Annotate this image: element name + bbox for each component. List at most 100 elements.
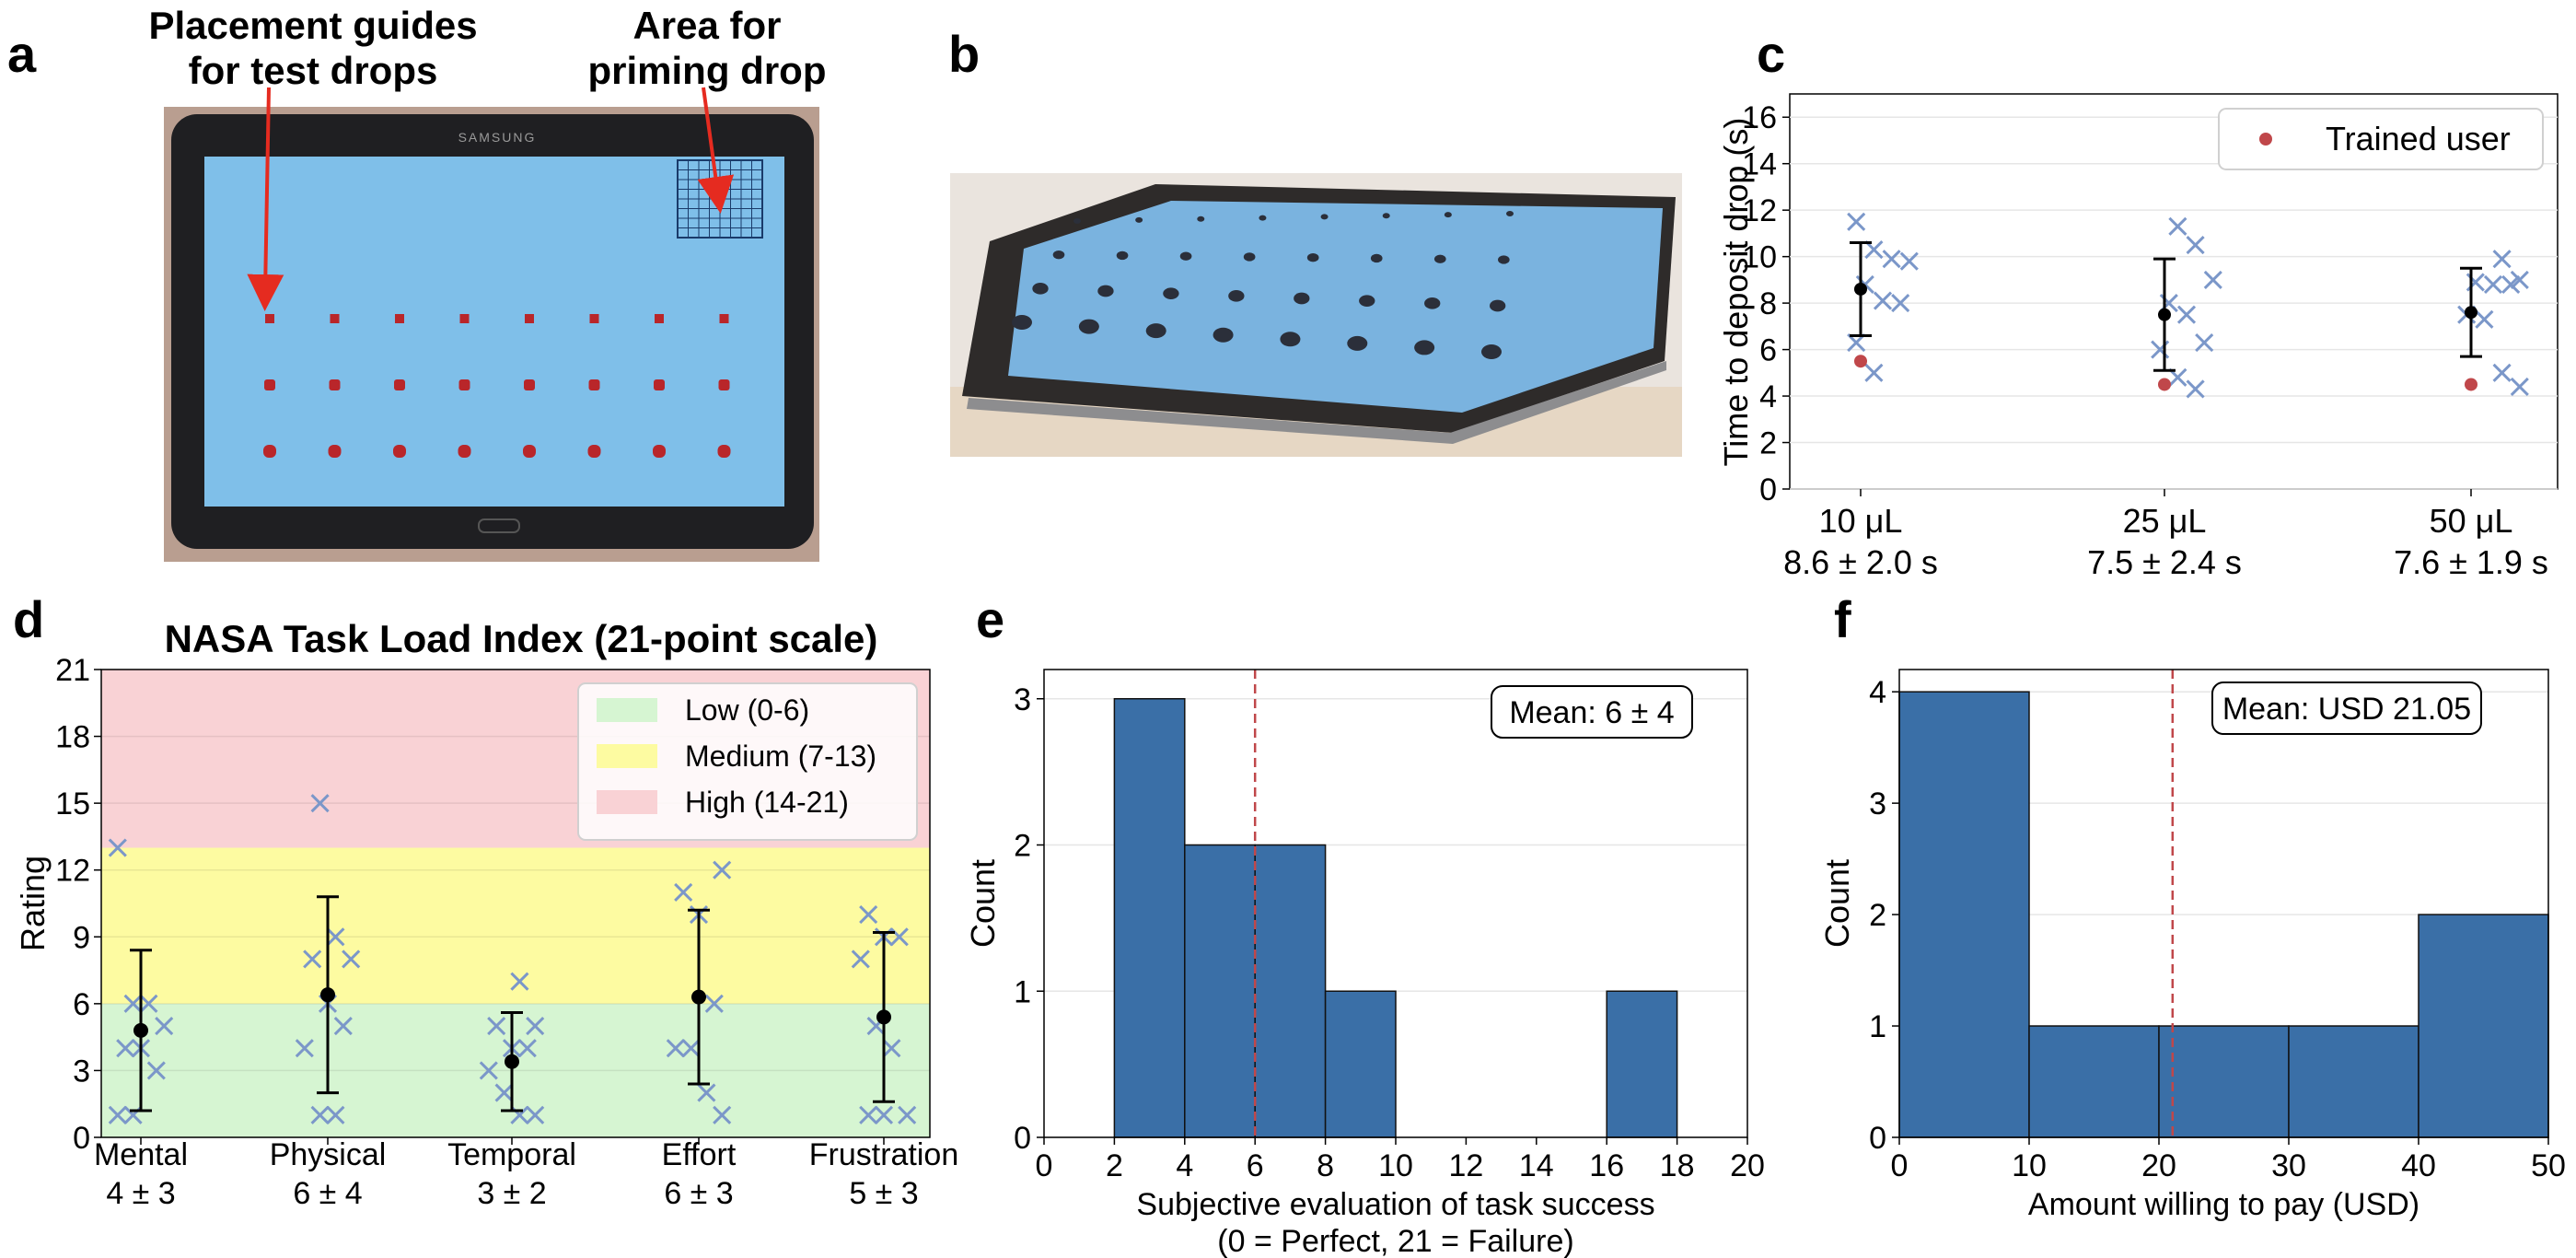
y-tick-label: 16: [1742, 100, 1777, 135]
drop-marker: [717, 445, 731, 458]
panel-letter-e: e: [976, 590, 1004, 648]
cross-stroke: [2510, 270, 2529, 289]
drop-b: [1012, 315, 1032, 330]
legend-swatch-2: [597, 790, 657, 814]
cross-stroke: [108, 1105, 127, 1124]
drop-marker: [718, 379, 730, 390]
y-tick-label: 1: [1014, 974, 1031, 1009]
cross-stroke: [851, 949, 870, 969]
cross-stroke: [681, 1039, 701, 1058]
panel-letter-d: d: [13, 590, 44, 648]
band-0: [101, 1003, 930, 1137]
y-tick-label: 15: [55, 786, 90, 821]
user-cross: [2492, 363, 2512, 382]
user-cross: [526, 1105, 545, 1124]
panel-letter-a: a: [7, 25, 37, 83]
y-tick-label: 18: [55, 720, 90, 755]
cross-stroke: [1864, 363, 1884, 382]
user-cross: [2203, 270, 2222, 289]
drop-b: [1506, 211, 1514, 216]
x-tick-label: 50: [2531, 1148, 2566, 1183]
drop-marker: [458, 445, 471, 458]
drop-b: [1116, 250, 1129, 261]
user-cross: [898, 1105, 917, 1124]
user-cross: [1873, 291, 1893, 310]
drop-marker: [329, 379, 341, 390]
y-tick-label: 6: [73, 987, 90, 1022]
y-tick-label: 1: [1869, 1009, 1886, 1044]
cross-stroke: [2475, 309, 2494, 329]
user-cross: [517, 1039, 537, 1058]
drop-marker: [654, 379, 665, 390]
drop-b: [1032, 283, 1049, 295]
histogram-bar: [1184, 844, 1256, 1138]
x-tick-sublabel: 6 ± 3: [664, 1176, 733, 1211]
drop-marker: [525, 314, 534, 323]
legend-label-1: Medium (7-13): [685, 740, 876, 773]
band-1: [101, 847, 930, 1004]
cross-stroke: [479, 1061, 498, 1080]
panel-letter-c: c: [1757, 25, 1785, 83]
drop-b: [1243, 252, 1256, 262]
y-axis-label: Count: [964, 859, 1002, 948]
x-tick-label: 10: [2012, 1148, 2047, 1183]
user-cross: [108, 1105, 127, 1124]
user-cross: [1882, 250, 1901, 269]
cross-stroke: [526, 1016, 545, 1036]
drop-b: [1197, 215, 1205, 222]
drop-b: [1320, 214, 1329, 220]
user-cross: [704, 994, 724, 1013]
drop-b: [1097, 285, 1114, 297]
user-cross: [487, 1016, 506, 1036]
cross-stroke: [697, 1083, 716, 1102]
user-cross: [303, 949, 322, 969]
x-tick-label: 40: [2401, 1148, 2436, 1183]
x-tick-label: 10 μL: [1819, 502, 1903, 540]
x-tick-label: 6: [1247, 1148, 1264, 1183]
x-tick-label: 14: [1519, 1148, 1554, 1183]
cross-stroke: [889, 927, 909, 947]
cross-stroke: [494, 1083, 514, 1102]
tablet-screen-b: [1008, 201, 1663, 413]
x-tick-label: 0: [1891, 1148, 1909, 1183]
cross-stroke: [342, 949, 361, 969]
x-tick-sublabel: 6 ± 4: [293, 1176, 362, 1211]
drop-marker: [655, 314, 664, 323]
x-tick-sublabel: 7.6 ± 1.9 s: [2394, 543, 2548, 581]
panel-letter-f: f: [1834, 590, 1851, 648]
x-tick-label: Effort: [662, 1137, 737, 1172]
cross-stroke: [704, 994, 724, 1013]
legend-box: [2218, 108, 2544, 170]
cross-stroke: [517, 1039, 537, 1058]
user-cross: [713, 1105, 732, 1124]
x-tick-label: 2: [1106, 1148, 1123, 1183]
y-tick-label: 12: [55, 854, 90, 889]
user-cross: [2168, 216, 2187, 236]
y-tick-label: 2: [1014, 829, 1031, 864]
legend-swatch-0: [597, 698, 657, 722]
panel-d: d NASA Task Load Index (21-point scale) 0 3…: [13, 590, 958, 1211]
user-cross: [342, 949, 361, 969]
annotation-text: Mean: USD 21.05: [2222, 692, 2471, 727]
y-tick-label: 6: [1759, 333, 1777, 368]
mean-dot: [2158, 308, 2171, 321]
drop-marker: [589, 314, 599, 323]
y-tick-label: 3: [1014, 682, 1031, 717]
drop-marker: [395, 314, 404, 323]
y-axis-label: Time to deposit drop (s): [1717, 118, 1755, 467]
user-cross: [882, 1039, 901, 1058]
x-tick-label: Mental: [94, 1137, 188, 1172]
plot-frame: [100, 669, 931, 1138]
cross-stroke: [1891, 294, 1910, 313]
user-cross: [2195, 332, 2214, 353]
legend-label-trained: Trained user: [2326, 120, 2511, 157]
user-cross: [333, 1016, 353, 1036]
cross-stroke: [2186, 379, 2205, 399]
user-cross: [1864, 363, 1884, 382]
x-tick-label: 18: [1660, 1148, 1695, 1183]
cross-stroke: [2195, 332, 2214, 353]
cross-stroke: [859, 905, 878, 925]
user-cross: [326, 1105, 345, 1124]
x-tick-label: 16: [1589, 1148, 1624, 1183]
